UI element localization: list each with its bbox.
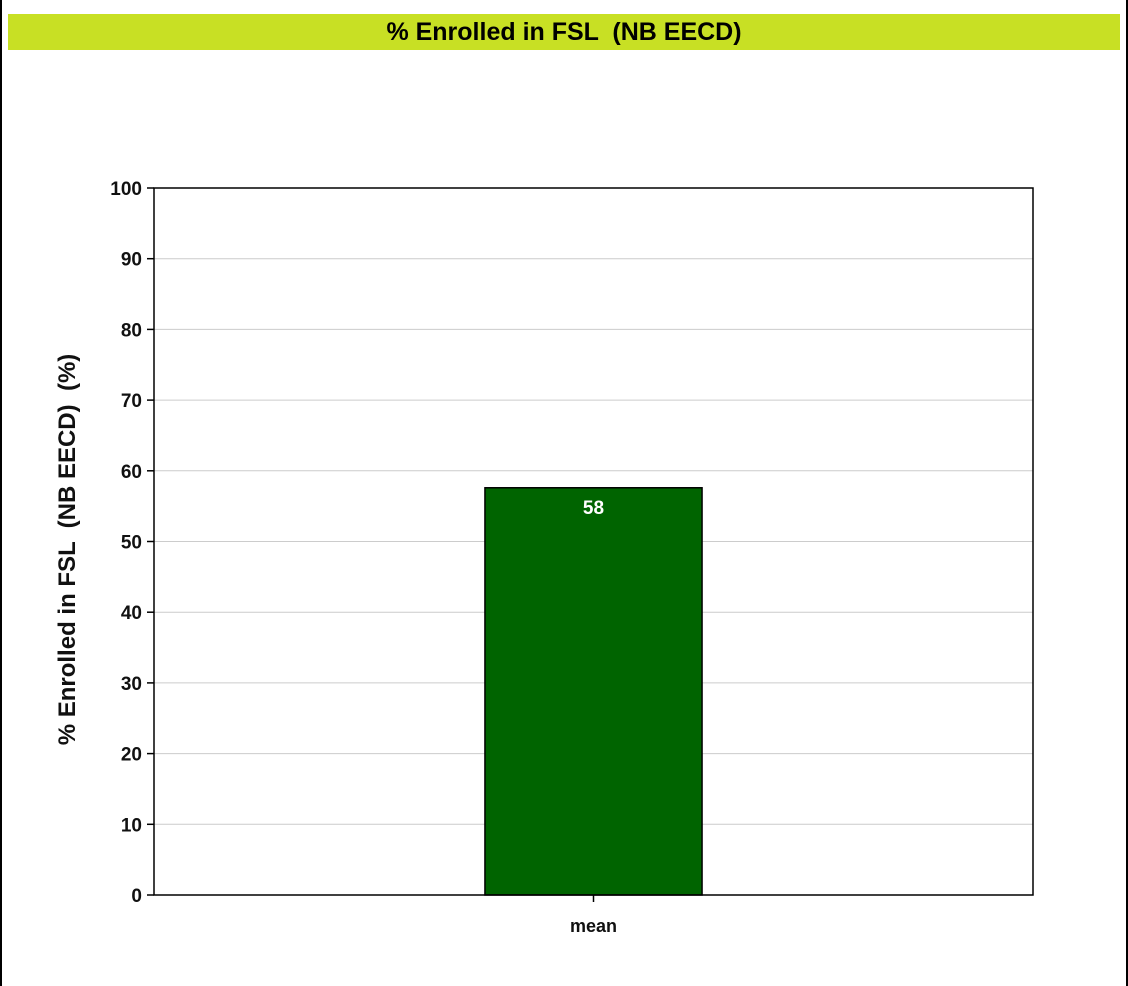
y-tick-label: 50 — [121, 533, 142, 554]
data-label: 58 — [583, 498, 604, 519]
chart-title: % Enrolled in FSL (NB EECD) — [386, 17, 742, 46]
y-tick-label: 20 — [121, 745, 142, 766]
y-tick-label: 90 — [121, 250, 142, 271]
category-label: mean — [570, 916, 617, 936]
y-tick-label: 10 — [121, 815, 142, 836]
y-tick-label: 100 — [110, 179, 142, 200]
y-tick-label: 0 — [131, 886, 142, 907]
axes — [147, 187, 1034, 902]
y-axis-title: % Enrolled in FSL (NB EECD) (%) — [54, 354, 81, 746]
title-bar: % Enrolled in FSL (NB EECD) — [8, 14, 1120, 50]
y-tick-label: 40 — [121, 603, 142, 624]
labels: 58 mean 0 10 20 30 40 50 60 70 80 90 100 % Enrolled i… — [54, 179, 617, 936]
y-tick-label: 70 — [121, 391, 142, 412]
y-tick-label: 30 — [121, 674, 142, 695]
y-tick-label: 60 — [121, 462, 142, 483]
bar — [484, 487, 703, 896]
bars — [484, 487, 703, 896]
y-tick-label: 80 — [121, 320, 142, 341]
